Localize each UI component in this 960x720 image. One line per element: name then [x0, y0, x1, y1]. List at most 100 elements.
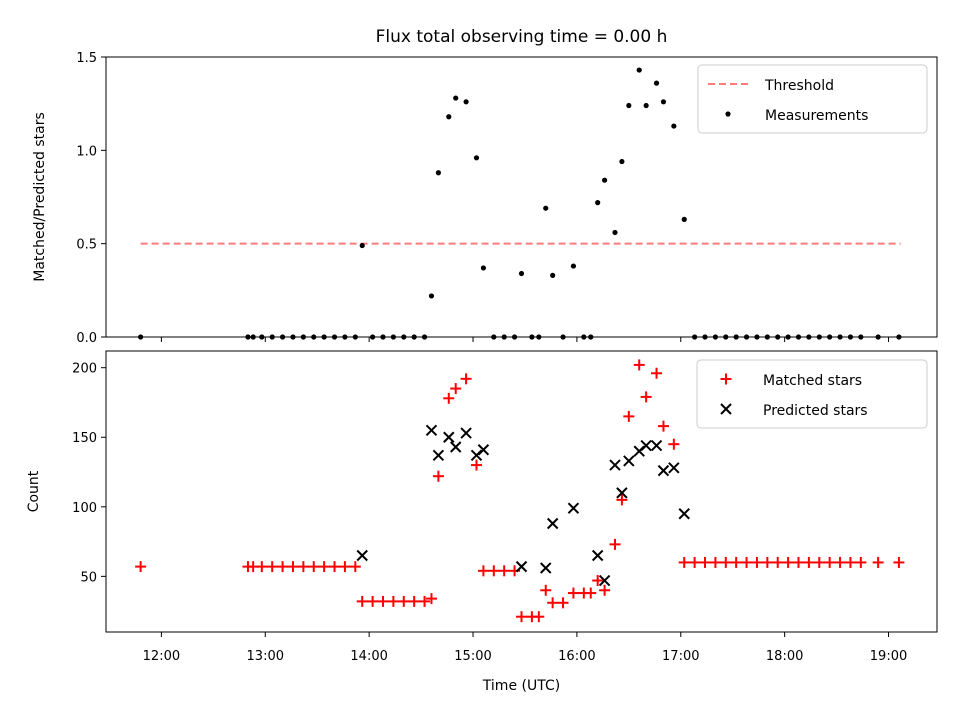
measurement-point [321, 334, 327, 340]
cross-stroke-b [432, 449, 445, 462]
matched-star-point [623, 410, 635, 422]
matched-star-point [668, 438, 680, 450]
measurement-point [636, 67, 642, 73]
matched-star-point [699, 556, 711, 568]
matched-star-point [266, 561, 278, 573]
matched-star-point [761, 556, 773, 568]
legend-predicted-label: Predicted stars [763, 403, 868, 419]
plot-frame [105, 350, 938, 633]
cross-stroke-b [515, 560, 528, 573]
matched-star-point [844, 556, 856, 568]
measurement-point [785, 334, 791, 340]
measurement-point [518, 270, 525, 277]
matched-star-point [599, 584, 611, 596]
predicted-star-point [443, 431, 455, 443]
predicted-star-point [356, 549, 368, 562]
cross-stroke-b [443, 431, 455, 443]
matched-star-point [567, 587, 579, 599]
predicted-star-point [567, 502, 580, 514]
measurement-point [723, 334, 729, 340]
measurement-point [806, 334, 812, 340]
measurement-point [775, 334, 781, 340]
cross-stroke-b [546, 517, 559, 530]
measurement-point [816, 334, 822, 340]
measurement-point [250, 334, 256, 340]
matched-star-point [318, 561, 330, 573]
predicted-star-point [460, 427, 472, 439]
y-tick-label: 1.5 [76, 51, 97, 66]
matched-star-point [349, 561, 361, 573]
matched-star-point [557, 597, 569, 609]
legend-matched-label: Matched stars [763, 373, 862, 389]
legend-threshold-label: Threshold [764, 78, 834, 94]
predicted-star-point [640, 439, 652, 452]
measurement-point [692, 334, 698, 340]
cross-stroke-b [567, 502, 580, 514]
matched-star-point [813, 556, 825, 568]
plot-frame [105, 56, 938, 338]
legend-matched-swatch [720, 373, 732, 385]
cross-stroke-b [720, 403, 732, 415]
y-tick-label: 0.0 [76, 331, 97, 346]
predicted-star-point [515, 560, 528, 573]
measurement-point [473, 155, 480, 161]
matched-star-point [516, 611, 527, 623]
matched-star-point [609, 538, 621, 550]
legend-top: Threshold Measurements [697, 64, 928, 134]
predicted-star-point [657, 464, 670, 477]
measurement-point [847, 334, 854, 340]
y-tick-label: 1.0 [76, 144, 97, 159]
matched-star-point [356, 595, 368, 607]
x-tick-label: 18:00 [766, 649, 803, 664]
predicted-star-point [591, 549, 604, 562]
measurement-point [453, 95, 459, 101]
predicted-star-point [450, 441, 462, 453]
matched-star-point [408, 595, 420, 607]
predicted-star-point [678, 508, 690, 520]
predicted-star-point [598, 574, 611, 587]
cross-stroke-b [609, 459, 621, 471]
matched-star-point [824, 556, 836, 568]
measurement-point [612, 229, 618, 236]
legend-predicted-swatch [720, 403, 732, 415]
measurement-point [581, 334, 587, 340]
cross-stroke-b [460, 427, 472, 439]
x-tick-label: 14:00 [350, 649, 387, 664]
measurement-point [138, 334, 144, 340]
predicted-star-point [540, 562, 552, 574]
matched-star-point [893, 556, 905, 568]
matched-star-point [633, 359, 645, 371]
measurement-point [421, 334, 428, 340]
matched-star-point [657, 420, 669, 432]
predicted-star-point [668, 462, 680, 474]
measurement-point [560, 334, 566, 340]
matched-star-point [477, 565, 489, 577]
matched-star-point [329, 561, 341, 573]
measurement-point [370, 334, 376, 340]
measurement-point [480, 265, 487, 271]
matched-star-point [256, 561, 268, 573]
measurement-point [595, 200, 601, 206]
matched-star-point [443, 392, 455, 404]
matched-star-point [592, 575, 604, 587]
measurement-point [660, 99, 667, 105]
measurement-point [390, 334, 396, 340]
measurement-point [511, 334, 518, 340]
matched-star-point [498, 565, 510, 577]
legend-box [697, 64, 928, 134]
predicted-star-point [546, 517, 559, 530]
matched-star-point [398, 595, 410, 607]
predicted-star-point [616, 487, 628, 499]
measurement-point [702, 334, 708, 340]
measurement-point [245, 334, 251, 340]
matched-star-point [640, 391, 652, 403]
legend-measurements-swatch [725, 111, 731, 117]
y-tick-label: 0.5 [76, 238, 97, 253]
matched-star-point [287, 561, 299, 573]
cross-stroke-b [591, 549, 604, 562]
matched-star-point [339, 561, 351, 573]
measurement-point [671, 123, 677, 129]
measurement-point [259, 334, 265, 340]
cross-stroke-b [616, 487, 628, 499]
measurement-point [279, 334, 286, 340]
